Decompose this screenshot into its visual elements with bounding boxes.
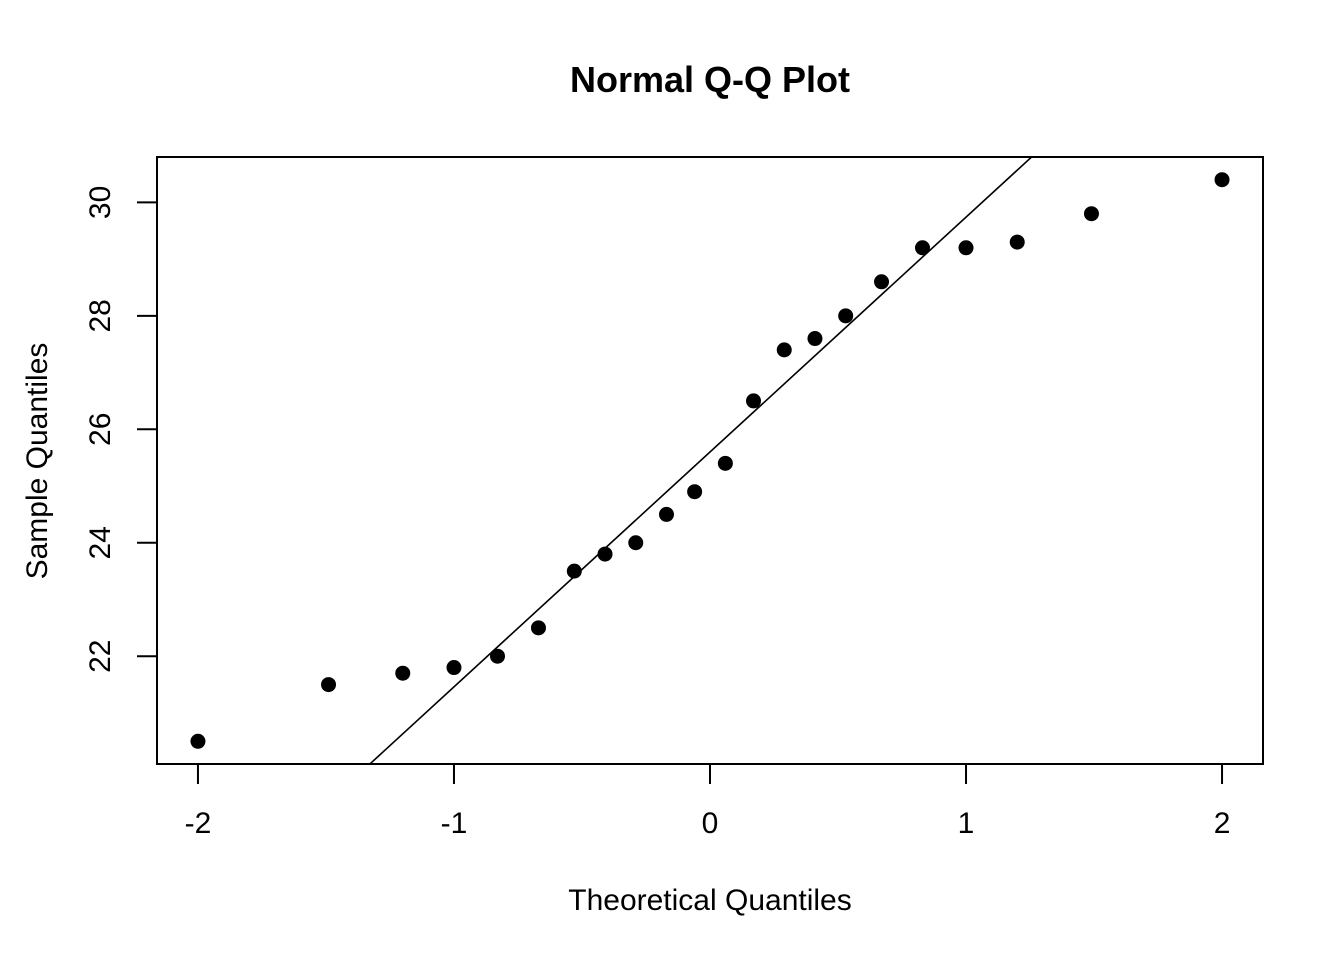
y-tick-label: 22 [84, 640, 117, 673]
x-tick-label: -2 [185, 807, 212, 840]
reference-line [369, 156, 1033, 765]
data-point [1214, 172, 1230, 188]
data-point [321, 677, 337, 693]
data-point [874, 274, 890, 290]
data-point [628, 535, 644, 551]
data-point [597, 546, 613, 562]
data-point [776, 342, 792, 358]
y-tick-label: 30 [84, 186, 117, 219]
data-point [446, 660, 462, 676]
data-point [490, 648, 506, 664]
data-point [838, 308, 854, 324]
data-point [914, 240, 930, 256]
data-point [717, 455, 733, 471]
y-tick-label: 26 [84, 413, 117, 446]
data-point [190, 733, 206, 749]
data-points [190, 172, 1230, 749]
data-point [807, 331, 823, 347]
x-axis: -2 -1 0 1 2 [185, 764, 1231, 840]
x-axis-label: Theoretical Quantiles [568, 884, 851, 917]
data-point [1009, 234, 1025, 250]
x-tick-label: 1 [958, 807, 975, 840]
y-tick-label: 28 [84, 299, 117, 332]
data-point [530, 620, 546, 636]
data-point [687, 484, 703, 500]
data-point [746, 393, 762, 409]
x-tick-label: -1 [441, 807, 468, 840]
data-point [1083, 206, 1099, 222]
x-tick-label: 0 [702, 807, 719, 840]
data-point [958, 240, 974, 256]
y-axis-label: Sample Quantiles [21, 343, 54, 580]
data-point [658, 506, 674, 522]
plot-frame [156, 156, 1264, 765]
data-point [395, 665, 411, 681]
x-tick-label: 2 [1214, 807, 1231, 840]
y-axis: 22 24 26 28 30 [84, 186, 157, 673]
y-tick-label: 24 [84, 526, 117, 559]
data-point [566, 563, 582, 579]
chart-title: Normal Q-Q Plot [570, 59, 850, 100]
reference-line-layer [369, 156, 1033, 765]
